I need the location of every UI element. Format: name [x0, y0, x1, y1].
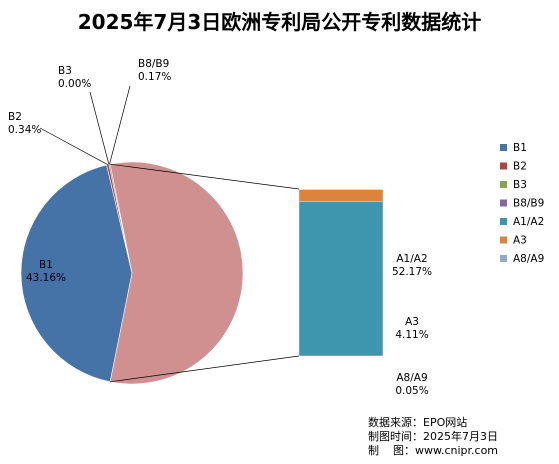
legend-label-b8-b9: B8/B9	[513, 198, 544, 210]
legend-label-a3: A3	[513, 235, 527, 247]
legend-label-a8-a9: A8/A9	[513, 253, 544, 265]
bar-segment-a8-a9	[299, 189, 383, 190]
data-label-a8-a9: A8/A90.05%	[395, 372, 428, 397]
legend-label-b2: B2	[513, 161, 527, 173]
data-label-a3: A34.11%	[395, 316, 428, 341]
legend-label-b1: B1	[513, 142, 527, 154]
legend-swatch-b2	[500, 163, 507, 170]
source-note: 数据来源：EPO网站 制图时间：2025年7月3日 制 图：www.cnipr.…	[368, 416, 498, 458]
data-label-b8-b9: B8/B90.17%	[138, 58, 171, 83]
legend-swatch-b3	[500, 181, 507, 188]
legend-swatch-a1-a2	[500, 218, 507, 225]
source-line-author: 制 图：www.cnipr.com	[368, 444, 498, 458]
legend-swatch-a3	[500, 237, 507, 244]
legend-label-b3: B3	[513, 179, 527, 191]
bar-segment-a1-a2	[299, 201, 383, 356]
legend-swatch-b8-b9	[500, 200, 507, 207]
legend-swatch-a8-a9	[500, 255, 507, 262]
data-label-b3: B30.00%	[58, 65, 91, 90]
leader-line-b3	[90, 92, 109, 164]
data-label-b2: B20.34%	[8, 111, 41, 136]
data-label-a1-a2: A1/A252.17%	[392, 253, 432, 278]
bar-segment-a3	[299, 189, 383, 201]
legend-swatch-b1	[500, 144, 507, 151]
source-line-data-origin: 数据来源：EPO网站	[368, 416, 498, 430]
leader-line-b2	[40, 128, 108, 165]
source-line-date: 制图时间：2025年7月3日	[368, 430, 498, 444]
leader-line-b8-b9	[109, 86, 130, 164]
legend-label-a1-a2: A1/A2	[513, 216, 544, 228]
